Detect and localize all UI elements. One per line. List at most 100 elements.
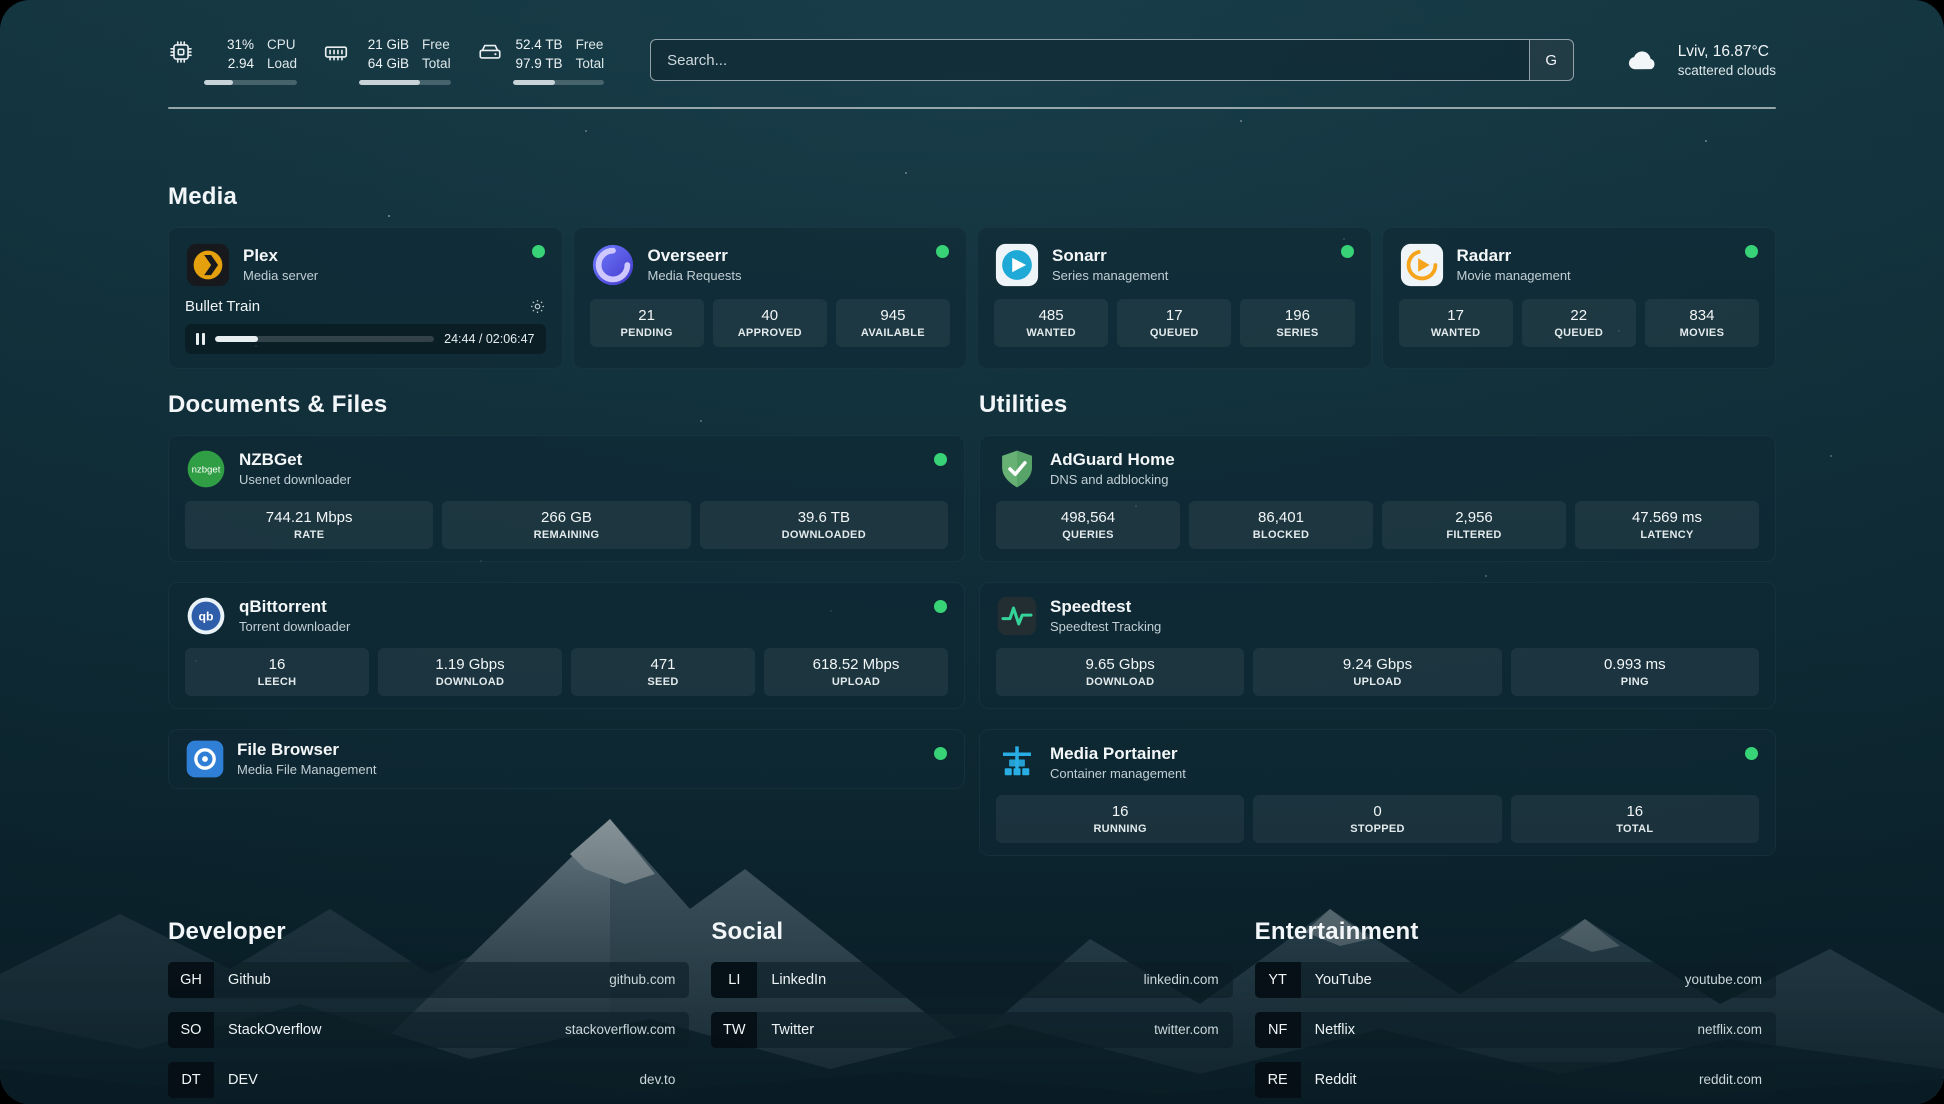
card-subtitle: Container management bbox=[1050, 766, 1186, 782]
bookmark-twitter[interactable]: TW Twitter twitter.com bbox=[711, 1011, 1233, 1048]
ram-icon bbox=[323, 36, 349, 65]
card-subtitle: Usenet downloader bbox=[239, 472, 352, 488]
playback-progress-track[interactable] bbox=[215, 335, 435, 342]
entertainment-section: Entertainment YT YouTube youtube.com NF … bbox=[1254, 918, 1776, 1098]
section-title-utilities: Utilities bbox=[979, 390, 1068, 418]
stat-value: 618.52 Mbps bbox=[812, 655, 900, 673]
adguard-icon bbox=[996, 448, 1038, 490]
stat-label: BLOCKED bbox=[1252, 528, 1310, 541]
bookmark-reddit[interactable]: RE Reddit reddit.com bbox=[1254, 1061, 1776, 1098]
stat-value: 498,564 bbox=[1060, 508, 1116, 526]
bookmark-linkedin[interactable]: LI LinkedIn linkedin.com bbox=[711, 961, 1233, 998]
stat-value: 744.21 Mbps bbox=[265, 508, 353, 526]
cpu-metric: 31% 2.94 CPU Load bbox=[168, 36, 298, 85]
sonarr-status-dot bbox=[1340, 244, 1354, 258]
pause-button[interactable] bbox=[196, 332, 205, 345]
bookmark-dev[interactable]: DT DEV dev.to bbox=[168, 1061, 690, 1098]
stat-label: WANTED bbox=[1026, 326, 1076, 339]
memory-free-value: 21 GiB bbox=[367, 37, 410, 52]
sonarr-card[interactable]: Sonarr Series management 485 WANTED 17 Q… bbox=[977, 226, 1372, 369]
nzbget-card[interactable]: nzbget NZBGet Usenet downloader 744.21 M… bbox=[168, 434, 965, 562]
stat-upload: 618.52 Mbps UPLOAD bbox=[764, 647, 948, 696]
qbittorrent-card[interactable]: qb qBittorrent Torrent downloader 16 LEE… bbox=[168, 581, 965, 709]
storage-total-label: Total bbox=[575, 55, 605, 71]
playback-progress-fill bbox=[215, 335, 258, 342]
stat-label: WANTED bbox=[1430, 326, 1481, 339]
cpu-load-value: 2.94 bbox=[227, 55, 254, 71]
search-engine-button[interactable]: G bbox=[1528, 40, 1573, 81]
gear-icon[interactable] bbox=[529, 298, 546, 315]
card-name: Speedtest bbox=[1050, 597, 1132, 617]
cloud-icon bbox=[1620, 43, 1666, 77]
overseerr-card[interactable]: Overseerr Media Requests 21 PENDING 40 A… bbox=[572, 226, 967, 369]
stat-available: 945 AVAILABLE bbox=[835, 298, 951, 347]
section-title-developer: Developer bbox=[168, 917, 286, 945]
bookmark-abbr: DT bbox=[168, 1061, 214, 1098]
stat-pending: 21 PENDING bbox=[589, 298, 704, 347]
cpu-load-label: Load bbox=[267, 55, 298, 71]
cpu-usage-fill bbox=[204, 79, 233, 85]
bookmark-abbr: RE bbox=[1254, 1061, 1301, 1098]
filebrowser-card[interactable]: File Browser Media File Management bbox=[168, 728, 965, 789]
bookmark-abbr: SO bbox=[168, 1011, 214, 1048]
stat-value: 16 bbox=[1626, 802, 1644, 820]
stat-wanted: 17 WANTED bbox=[1398, 298, 1513, 347]
speedtest-card[interactable]: Speedtest Speedtest Tracking 9.65 Gbps D… bbox=[979, 581, 1776, 709]
weather-widget[interactable]: Lviv, 16.87°C scattered clouds bbox=[1620, 43, 1776, 78]
stat-label: TOTAL bbox=[1616, 822, 1654, 835]
weather-location: Lviv, 16.87°C bbox=[1677, 42, 1769, 60]
portainer-status-dot bbox=[1745, 746, 1758, 760]
stat-label: FILTERED bbox=[1446, 528, 1502, 541]
stat-value: 2,956 bbox=[1455, 508, 1493, 526]
bookmark-youtube[interactable]: YT YouTube youtube.com bbox=[1254, 961, 1776, 998]
stat-value: 9.24 Gbps bbox=[1342, 655, 1413, 673]
bookmark-github[interactable]: GH Github github.com bbox=[168, 961, 690, 998]
stat-value: 86,401 bbox=[1258, 508, 1304, 526]
bookmark-url: dev.to bbox=[639, 1072, 676, 1088]
filebrowser-status-dot bbox=[934, 746, 947, 760]
bookmark-name: Reddit bbox=[1314, 1071, 1357, 1088]
bookmark-netflix[interactable]: NF Netflix netflix.com bbox=[1254, 1011, 1776, 1048]
bookmark-name: LinkedIn bbox=[771, 971, 827, 988]
filebrowser-icon bbox=[185, 739, 225, 779]
stat-value: 945 bbox=[880, 306, 906, 324]
card-subtitle: Series management bbox=[1052, 268, 1169, 284]
storage-usage-bar bbox=[512, 79, 605, 85]
stat-value: 17 bbox=[1165, 306, 1183, 324]
stat-value: 39.6 TB bbox=[797, 508, 850, 526]
radarr-card[interactable]: Radarr Movie management 17 WANTED 22 QUE… bbox=[1381, 226, 1776, 369]
stat-value: 196 bbox=[1284, 306, 1310, 324]
stat-series: 196 SERIES bbox=[1240, 298, 1355, 347]
memory-usage-fill bbox=[359, 79, 421, 85]
stat-seed: 471 SEED bbox=[571, 647, 755, 696]
stat-label: STOPPED bbox=[1350, 822, 1405, 835]
nzbget-status-dot bbox=[934, 452, 947, 466]
search-input[interactable] bbox=[651, 40, 1529, 81]
search-bar[interactable]: G bbox=[650, 39, 1574, 82]
stat-stopped: 0 STOPPED bbox=[1253, 794, 1502, 843]
card-name: Plex bbox=[243, 246, 278, 266]
stat-upload: 9.24 Gbps UPLOAD bbox=[1253, 647, 1502, 696]
adguard-card[interactable]: AdGuard Home DNS and adblocking 498,564 … bbox=[979, 434, 1776, 562]
cpu-usage-value: 31% bbox=[226, 37, 254, 52]
stat-value: 21 bbox=[638, 306, 655, 324]
card-name: Sonarr bbox=[1052, 246, 1107, 266]
card-subtitle: Movie management bbox=[1456, 268, 1571, 284]
bookmark-url: linkedin.com bbox=[1143, 972, 1219, 988]
memory-total-label: Total bbox=[422, 55, 451, 71]
stat-value: 0 bbox=[1373, 802, 1382, 820]
stat-label: PENDING bbox=[620, 326, 673, 339]
stat-label: UPLOAD bbox=[831, 675, 881, 688]
stat-value: 17 bbox=[1447, 306, 1464, 324]
disk-icon bbox=[477, 36, 503, 65]
stat-queries: 498,564 QUERIES bbox=[996, 500, 1180, 549]
stat-label: UPLOAD bbox=[1353, 675, 1402, 688]
stat-download: 1.19 Gbps DOWNLOAD bbox=[378, 647, 562, 696]
bookmark-url: netflix.com bbox=[1697, 1022, 1762, 1038]
svg-text:nzbget: nzbget bbox=[192, 464, 221, 475]
stat-label: RUNNING bbox=[1093, 822, 1147, 835]
stat-label: APPROVED bbox=[737, 326, 802, 339]
bookmark-stackoverflow[interactable]: SO StackOverflow stackoverflow.com bbox=[168, 1011, 690, 1048]
plex-card[interactable]: Plex Media server Bullet Train 24:44 / bbox=[168, 226, 563, 369]
portainer-card[interactable]: Media Portainer Container management 16 … bbox=[979, 728, 1776, 856]
